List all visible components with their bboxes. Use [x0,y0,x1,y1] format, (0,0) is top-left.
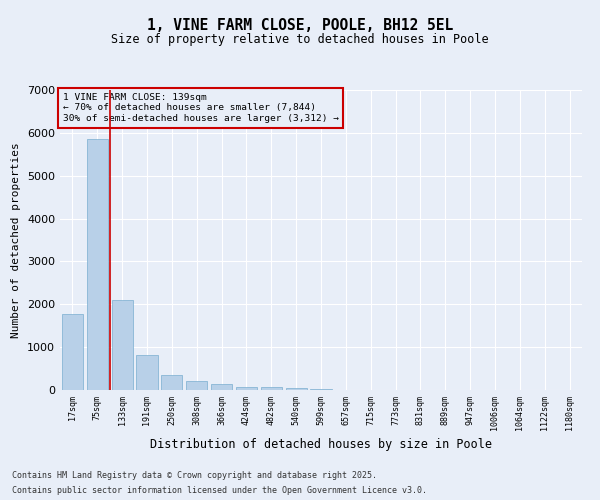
Bar [186,380,207,390]
Text: Contains HM Land Registry data © Crown copyright and database right 2025.: Contains HM Land Registry data © Crown c… [12,471,377,480]
Bar [261,387,282,390]
Text: Size of property relative to detached houses in Poole: Size of property relative to detached ho… [111,32,489,46]
Bar [161,375,182,390]
Bar [211,384,232,390]
Bar [310,388,332,390]
Y-axis label: Number of detached properties: Number of detached properties [11,142,22,338]
Bar [112,300,133,390]
X-axis label: Distribution of detached houses by size in Poole: Distribution of detached houses by size … [150,438,492,451]
Bar [236,386,257,390]
Bar [62,314,83,390]
Text: Contains public sector information licensed under the Open Government Licence v3: Contains public sector information licen… [12,486,427,495]
Text: 1, VINE FARM CLOSE, POOLE, BH12 5EL: 1, VINE FARM CLOSE, POOLE, BH12 5EL [147,18,453,32]
Bar [286,388,307,390]
Bar [87,140,108,390]
Bar [136,356,158,390]
Text: 1 VINE FARM CLOSE: 139sqm
← 70% of detached houses are smaller (7,844)
30% of se: 1 VINE FARM CLOSE: 139sqm ← 70% of detac… [62,93,338,123]
